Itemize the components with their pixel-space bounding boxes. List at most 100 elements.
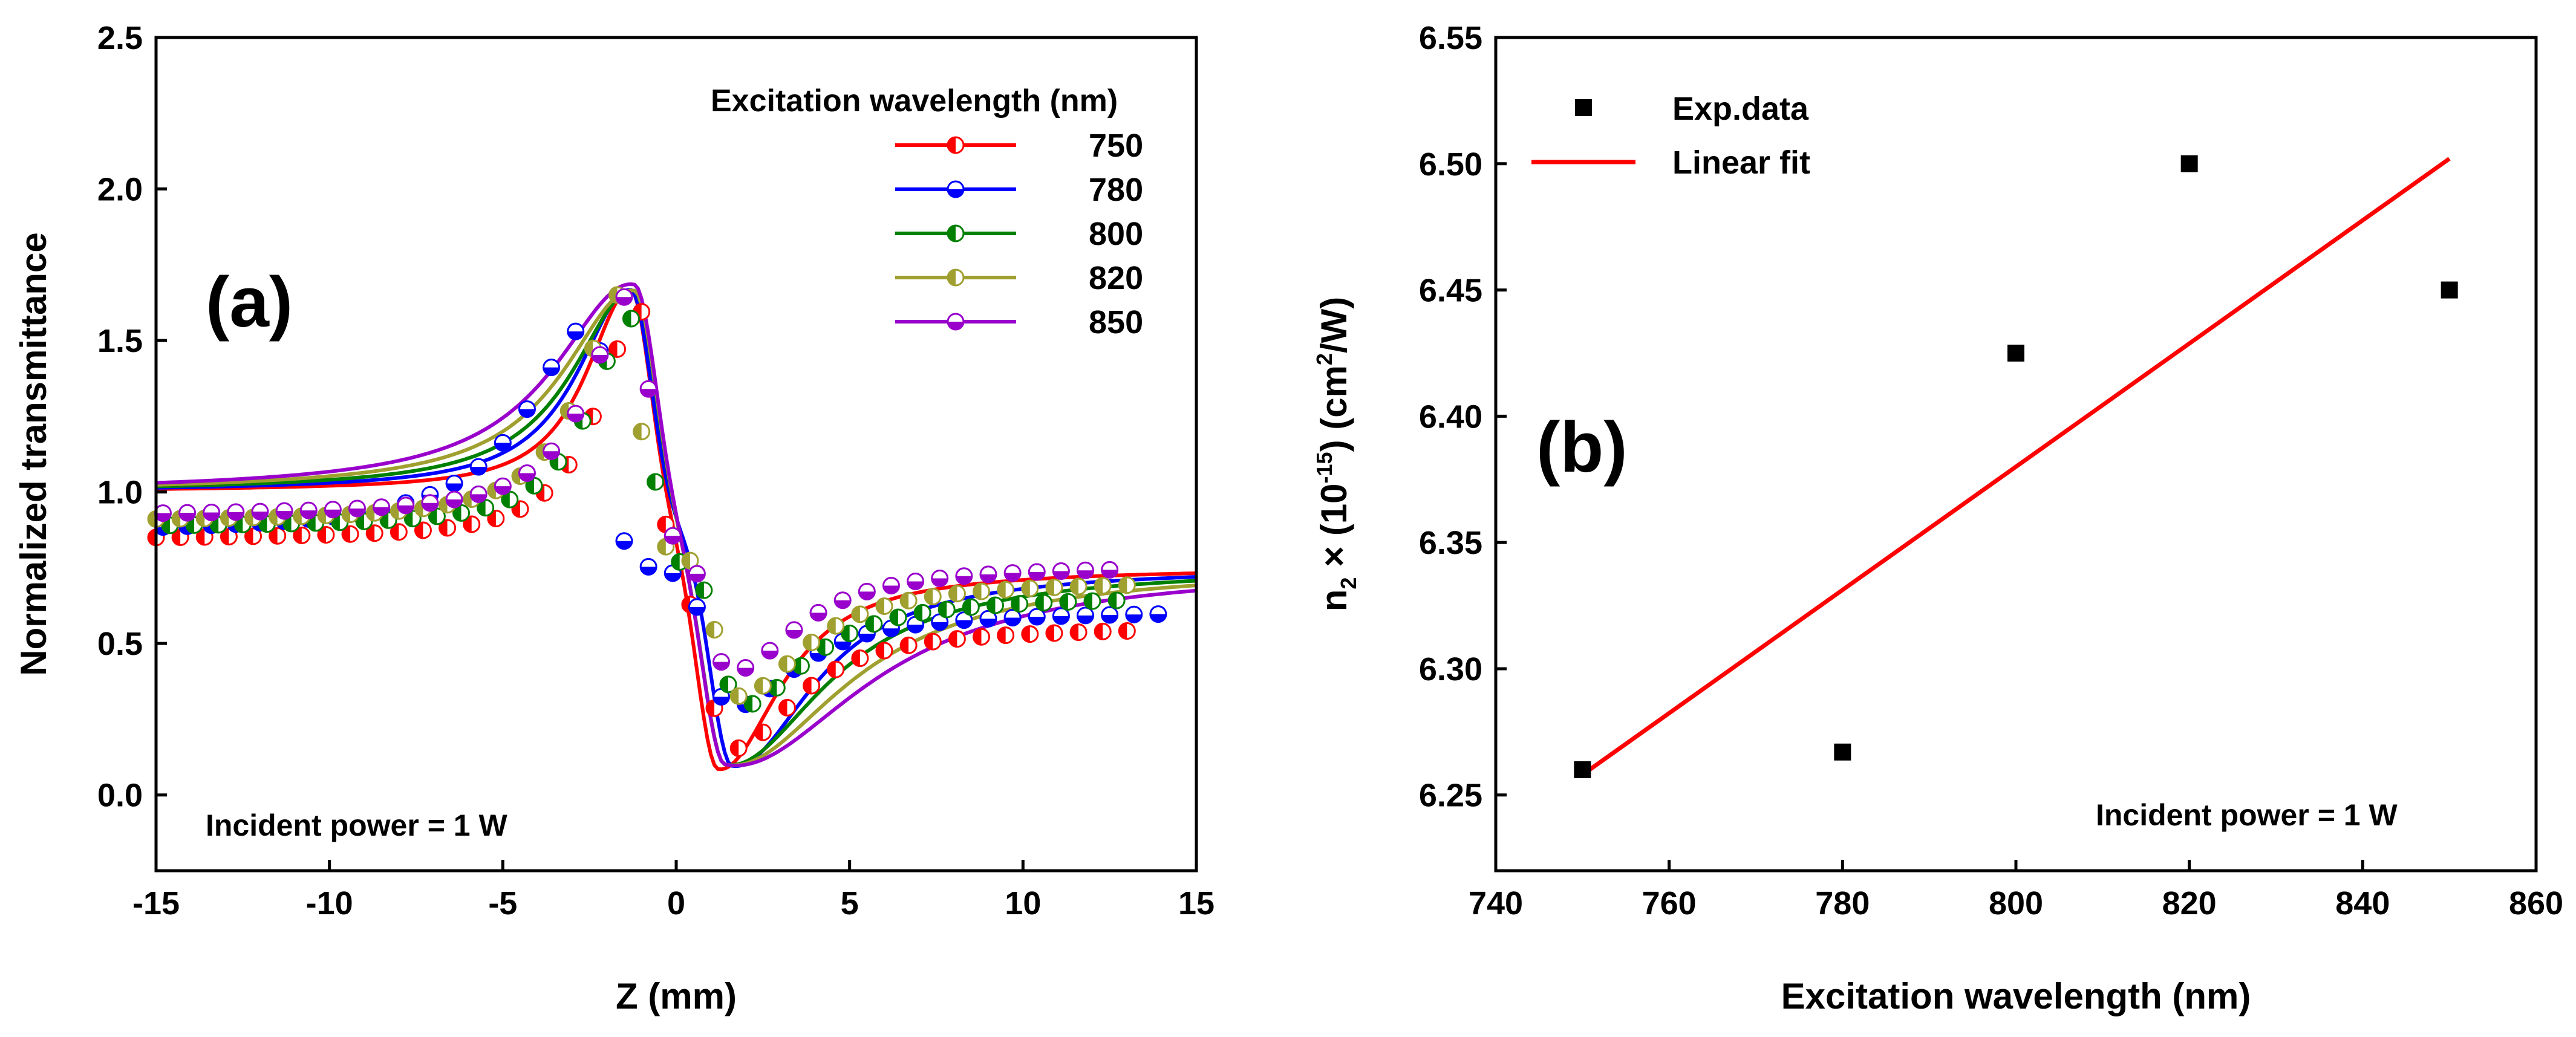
panel-a-y-tick-label: 0.0 xyxy=(97,778,143,814)
panel-a-legend-label-850: 850 xyxy=(1089,304,1143,340)
panel-b-y-tick-label: 6.55 xyxy=(1419,20,1482,56)
panel-a-point-fill-780 xyxy=(1126,614,1142,623)
panel-a-point-fill-820 xyxy=(1095,577,1103,594)
panel-a-ticks: -15 -10 -5 0 5 10 15 0.0 0.5 1.0 1.5 2.0 2.5 xyxy=(97,20,1215,922)
panel-a-point-fill-750 xyxy=(706,700,715,717)
panel-a-point-fill-750 xyxy=(439,520,448,536)
panel-b-data-point xyxy=(2180,155,2198,172)
panel-a-point-fill-750 xyxy=(755,724,763,741)
panel-b-y-tick-label: 6.35 xyxy=(1419,525,1482,561)
panel-a-point-fill-780 xyxy=(713,697,729,705)
panel-a-point-fill-750 xyxy=(221,528,229,545)
panel-a-point-fill-800 xyxy=(915,605,923,621)
panel-b-data-point xyxy=(1834,743,1851,761)
panel-b-chart: 740 760 780 800 820 840 860 6.25 6.30 6.35 6.40 6.4… xyxy=(1312,20,2563,1016)
panel-a-point-fill-850 xyxy=(373,507,390,515)
panel-a-point-fill-820 xyxy=(706,622,715,638)
panel-a-point-fill-820 xyxy=(1071,578,1079,594)
panel-a-legend-marker-fill-850 xyxy=(948,322,964,330)
panel-a-point-fill-800 xyxy=(477,499,486,516)
panel-a-point-fill-800 xyxy=(1060,594,1068,610)
panel-a-point-fill-850 xyxy=(543,451,559,460)
panel-a-point-fill-800 xyxy=(866,616,874,632)
panel-a-point-fill-780 xyxy=(641,567,657,575)
panel-a-point-fill-820 xyxy=(269,509,278,525)
panel-a-point-fill-780 xyxy=(980,619,996,627)
panel-a-point-fill-800 xyxy=(696,582,704,599)
panel-a-point-fill-820 xyxy=(657,539,666,555)
panel-b-x-tick-label: 780 xyxy=(1815,885,1870,922)
panel-a-point-fill-820 xyxy=(536,444,545,460)
panel-a-x-tick-label: -15 xyxy=(132,885,180,922)
panel-a-point-fill-750 xyxy=(827,662,836,678)
panel-a-point-fill-780 xyxy=(956,620,972,628)
panel-a-point-fill-820 xyxy=(731,688,739,704)
panel-a-point-fill-750 xyxy=(172,529,181,545)
panel-a-point-fill-800 xyxy=(671,554,680,570)
panel-a-point-fill-780 xyxy=(1150,614,1166,622)
panel-a-point-fill-820 xyxy=(318,507,326,524)
panel-a-x-tick-label: 5 xyxy=(841,885,859,922)
panel-a-point-fill-850 xyxy=(471,494,487,502)
panel-a-point-fill-850 xyxy=(301,510,317,519)
panel-b-data-point xyxy=(1574,761,1591,778)
panel-a-y-tick-label: 2.5 xyxy=(97,20,143,56)
panel-a-point-fill-850 xyxy=(859,591,875,600)
panel-a-point-fill-750 xyxy=(1071,624,1079,640)
panel-a-point-fill-850 xyxy=(1029,571,1045,580)
panel-a-point-fill-820 xyxy=(755,678,763,694)
panel-a-point-fill-850 xyxy=(227,512,244,520)
panel-b-y-tick-label: 6.40 xyxy=(1419,398,1482,435)
panel-a-legend-label-800: 800 xyxy=(1089,216,1143,252)
panel-a-point-fill-850 xyxy=(1005,573,1021,581)
panel-a-point-fill-780 xyxy=(1101,614,1118,623)
panel-a-point-fill-750 xyxy=(657,516,666,533)
panel-a-point-fill-750 xyxy=(779,700,787,716)
panel-a-point-fill-820 xyxy=(512,468,520,484)
panel-a-point-fill-780 xyxy=(471,467,487,475)
panel-a-point-fill-750 xyxy=(1119,623,1127,639)
panel-a-point-fill-820 xyxy=(148,511,156,527)
panel-a-point-fill-820 xyxy=(463,491,472,507)
panel-a-point-fill-780 xyxy=(907,625,924,633)
panel-a-x-tick-label: -5 xyxy=(488,885,517,922)
panel-b-plot-area xyxy=(1574,155,2458,778)
panel-a-point-fill-780 xyxy=(1077,615,1094,623)
panel-a-point-fill-850 xyxy=(761,651,778,659)
panel-a-point-fill-820 xyxy=(221,510,229,526)
panel-a-point-fill-800 xyxy=(963,599,971,616)
panel-a-point-fill-850 xyxy=(883,585,899,594)
panel-a-point-fill-800 xyxy=(1084,593,1092,610)
panel-a-point-fill-750 xyxy=(293,527,302,544)
panel-a-point-fill-850 xyxy=(592,354,608,363)
panel-a-legend-marker-fill-820 xyxy=(948,270,956,285)
panel-a-point-fill-850 xyxy=(641,389,657,397)
panel-a-point-fill-780 xyxy=(519,409,535,417)
panel-a-point-fill-780 xyxy=(665,573,681,581)
panel-a-y-tick-label: 2.0 xyxy=(97,172,143,208)
panel-a-point-fill-820 xyxy=(803,634,812,651)
panel-a-point-fill-800 xyxy=(647,473,656,490)
panel-a-point-fill-850 xyxy=(931,578,948,587)
panel-a-point-fill-820 xyxy=(779,656,787,672)
panel-a-y-axis-label: Normalized transmittance xyxy=(13,232,54,676)
panel-b-annotation: Incident power = 1 W xyxy=(2096,798,2398,832)
panel-a-y-tick-label: 0.5 xyxy=(97,626,143,662)
panel-b-x-tick-label: 840 xyxy=(2335,885,2390,922)
panel-b-data-point xyxy=(2007,344,2024,362)
panel-a-point-fill-800 xyxy=(890,610,898,626)
panel-a-x-tick-label: 15 xyxy=(1178,885,1215,922)
panel-a-point-fill-750 xyxy=(342,526,351,542)
panel-a-point-fill-800 xyxy=(623,310,631,327)
panel-a-point-fill-780 xyxy=(567,331,584,340)
panel-a-point-fill-820 xyxy=(609,287,618,303)
panel-a-point-fill-800 xyxy=(1011,596,1020,612)
panel-a-point-fill-750 xyxy=(949,631,957,647)
panel-a-point-fill-750 xyxy=(731,740,739,756)
panel-a-point-fill-850 xyxy=(276,511,293,519)
panel-b-legend: Exp.data Linear fit xyxy=(1531,91,1810,181)
panel-a-legend-title: Excitation wavelength (nm) xyxy=(711,83,1118,119)
panel-a-point-fill-800 xyxy=(453,505,461,521)
panel-b-x-axis-label: Excitation wavelength (nm) xyxy=(1781,976,2251,1016)
